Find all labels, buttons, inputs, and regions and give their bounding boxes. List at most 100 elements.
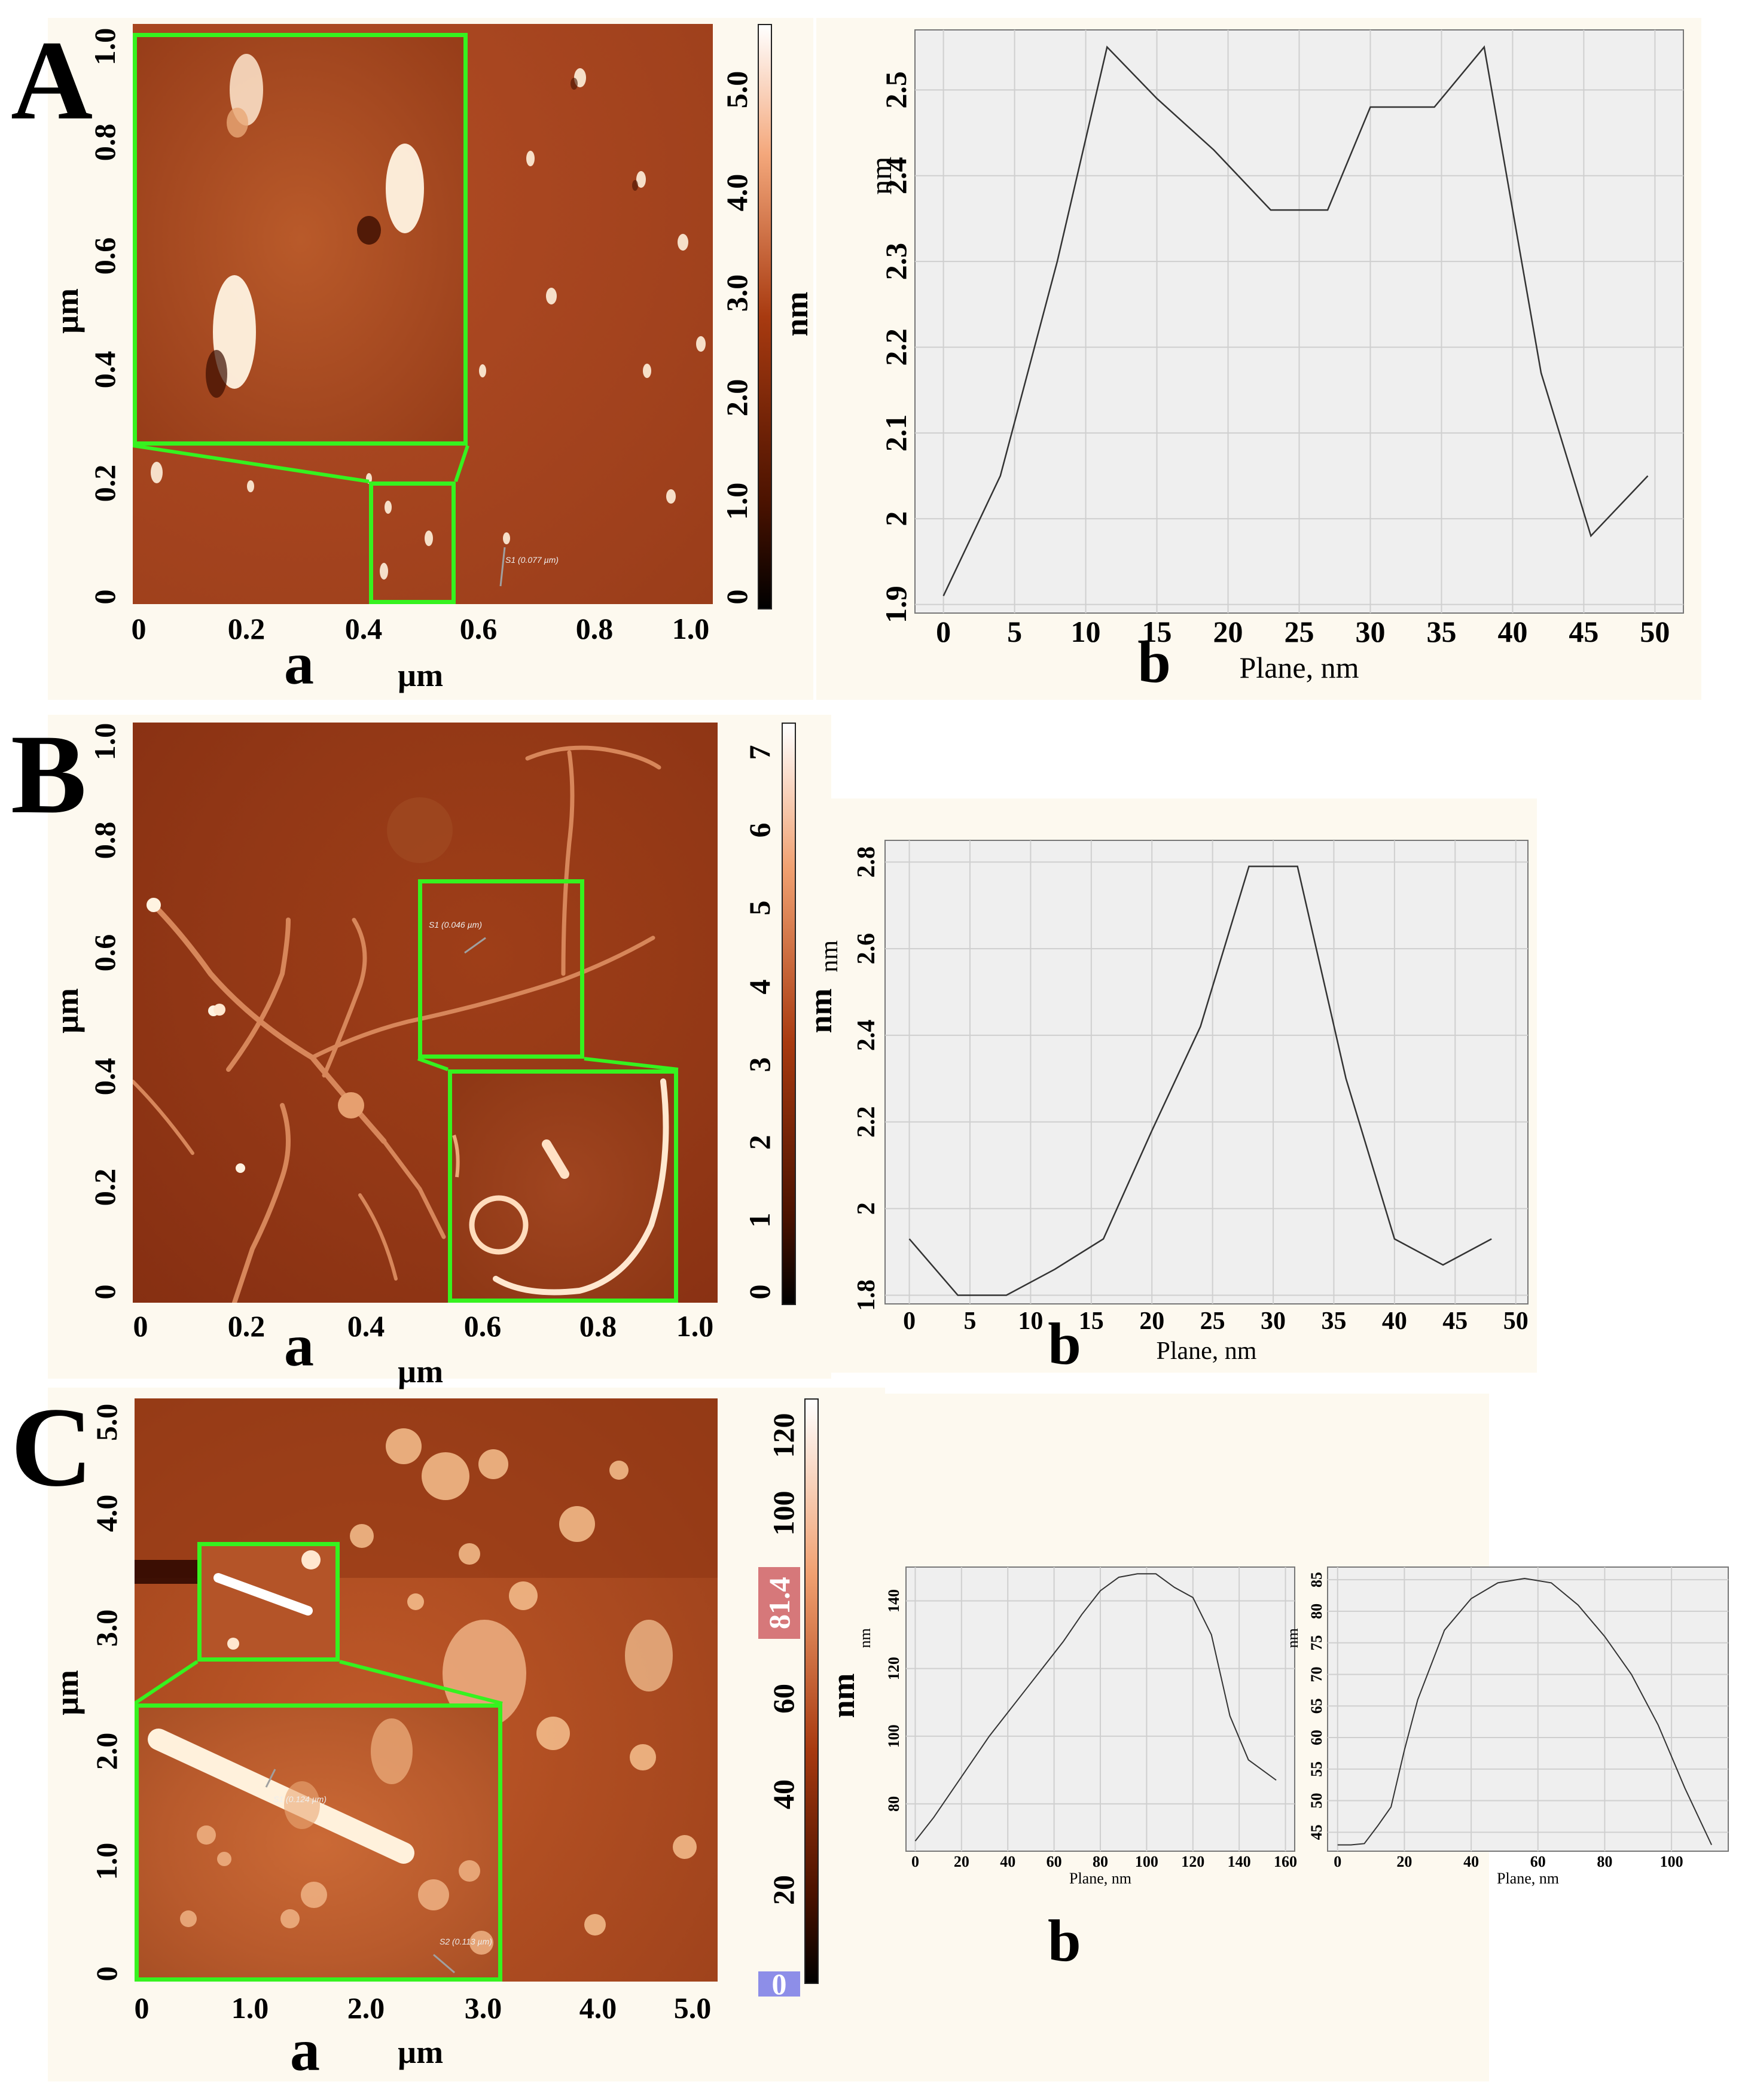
x-tick-b-4: 0.8 <box>579 1309 617 1343</box>
x-tick-label: 35 <box>1426 615 1456 648</box>
colorbar-tick-b-7: 7 <box>743 745 776 760</box>
x-label-c: µm <box>398 2034 444 2070</box>
y-tick-c-0: 0 <box>90 1966 123 1982</box>
colorbar-tick-b-0: 0 <box>743 1284 776 1300</box>
zoom-box-source-c <box>197 1542 340 1662</box>
x-tick-label: 10 <box>1071 615 1101 648</box>
afm-inset-a <box>133 33 468 446</box>
colorbar-tick-a-1: 1.0 <box>720 482 753 520</box>
y-tick-a-0: 0 <box>88 589 121 605</box>
panel-letter-c: C <box>11 1385 93 1510</box>
x-tick-label: 140 <box>1228 1853 1251 1870</box>
afm-inset-c-small <box>197 1542 340 1662</box>
y-axis-label: nm <box>856 1628 874 1648</box>
x-tick-label: 0 <box>911 1853 919 1870</box>
section-annotation-a: S1 (0.077 µm) <box>505 555 559 565</box>
y-tick-b-1: 0.2 <box>88 1168 121 1206</box>
chart-sub-label: b <box>1137 629 1171 695</box>
colorbar-b <box>782 723 796 1305</box>
colorbar-a <box>758 24 772 609</box>
colorbar-tick-b-1: 1 <box>743 1212 776 1228</box>
sub-label-b-image: a <box>284 1312 314 1379</box>
x-axis-label: Plane, nm <box>1497 1870 1559 1887</box>
y-tick-label: 2.2 <box>853 1107 880 1138</box>
colorbar-tick-c-40: 40 <box>767 1779 800 1809</box>
profile-chart-c-2: 0 20 40 60 80 100 45 50 55 60 65 70 75 80 85 Plane, nm n… <box>1284 1566 1729 1887</box>
x-tick-label: 120 <box>1181 1853 1204 1870</box>
x-tick-label: 50 <box>1503 1307 1529 1335</box>
y-tick-label: 1.9 <box>879 586 913 623</box>
x-tick-a-0: 0 <box>131 612 147 645</box>
x-tick-c-5: 5.0 <box>673 1991 712 2025</box>
sub-label-c-plot: b <box>1048 1907 1081 1974</box>
afm-image-c: S1 (0.124 µm) S2 (0.113 µm) <box>135 1398 718 1982</box>
x-tick-label: 5 <box>1007 615 1022 648</box>
x-tick-label: 15 <box>1142 615 1172 648</box>
y-tick-c-1: 1.0 <box>90 1842 123 1880</box>
x-tick-label: 60 <box>1530 1853 1546 1870</box>
x-tick-label: 25 <box>1285 615 1314 648</box>
x-tick-label: 100 <box>1135 1853 1158 1870</box>
colorbar-tick-c-20: 20 <box>767 1875 800 1905</box>
colorbar-min-badge-c: 0 <box>758 1967 800 2001</box>
y-tick-a-4: 0.8 <box>88 123 121 161</box>
colorbar-tick-a-4: 4.0 <box>720 173 753 212</box>
colorbar-tick-a-0: 0 <box>720 589 753 605</box>
colorbar-tick-c-120: 120 <box>767 1413 800 1458</box>
y-tick-label: 2 <box>853 1202 880 1215</box>
plot-area <box>884 840 1529 1305</box>
y-tick-label: 55 <box>1308 1761 1325 1777</box>
zoom-connectors-a <box>133 444 506 587</box>
y-tick-c-3: 3.0 <box>90 1609 123 1647</box>
y-tick-a-5: 1.0 <box>88 28 121 66</box>
y-tick-c-4: 4.0 <box>90 1494 123 1532</box>
y-tick-label: 80 <box>1308 1604 1325 1619</box>
series-line <box>1337 1577 1712 1846</box>
x-tick-label: 40 <box>1497 615 1527 648</box>
x-tick-label: 40 <box>1463 1853 1479 1870</box>
x-tick-label: 50 <box>1640 615 1670 648</box>
y-tick-b-4: 0.8 <box>88 821 121 859</box>
afm-inset-c-large <box>135 1703 502 1982</box>
afm-features-a <box>151 68 706 580</box>
colorbar-tick-b-4: 4 <box>743 979 776 995</box>
y-tick-label: 100 <box>885 1724 902 1748</box>
afm-image-a: S1 (0.077 µm) <box>133 24 713 604</box>
zoom-box-inset-b <box>448 1069 678 1303</box>
y-tick-label: 2.4 <box>853 1020 880 1051</box>
x-tick-label: 10 <box>1018 1307 1043 1335</box>
y-tick-label: 70 <box>1308 1666 1325 1682</box>
x-tick-label: 15 <box>1079 1307 1104 1335</box>
x-label-b: µm <box>398 1354 444 1389</box>
x-tick-b-5: 1.0 <box>676 1309 714 1343</box>
y-tick-a-1: 0.2 <box>88 464 121 502</box>
y-tick-a-3: 0.6 <box>88 237 121 275</box>
x-tick-b-0: 0 <box>133 1309 148 1343</box>
x-tick-b-2: 0.4 <box>347 1309 385 1343</box>
zoom-box-inset-a <box>133 33 468 446</box>
y-tick-label: 140 <box>885 1589 902 1613</box>
x-tick-a-4: 0.8 <box>575 612 614 645</box>
zoom-connectors-c <box>135 1660 503 1705</box>
x-tick-label: 25 <box>1200 1307 1225 1335</box>
x-tick-label: 5 <box>963 1307 976 1335</box>
y-tick-a-2: 0.4 <box>88 350 121 389</box>
y-tick-b-3: 0.6 <box>88 934 121 972</box>
colorbar-tick-b-6: 6 <box>743 822 776 838</box>
section-annotation-c-2: S2 (0.113 µm) <box>440 1937 492 1946</box>
zoom-box-inset-c <box>135 1703 502 1982</box>
x-label-a: µm <box>398 657 444 693</box>
x-tick-b-3: 0.6 <box>463 1309 502 1343</box>
colorbar-label-a: nm <box>779 291 814 337</box>
y-tick-label: 65 <box>1308 1698 1325 1714</box>
y-tick-label: 45 <box>1308 1824 1325 1840</box>
y-tick-b-0: 0 <box>88 1284 121 1300</box>
x-tick-c-2: 2.0 <box>347 1991 385 2025</box>
y-tick-c-5: 5.0 <box>90 1403 123 1441</box>
sub-label-a-image: a <box>284 630 314 697</box>
y-label-c: µm <box>49 1669 85 1716</box>
x-tick-c-1: 1.0 <box>231 1991 269 2025</box>
y-tick-label: 80 <box>885 1796 902 1812</box>
colorbar-tick-b-2: 2 <box>743 1135 776 1150</box>
afm-features-b <box>133 745 661 1303</box>
